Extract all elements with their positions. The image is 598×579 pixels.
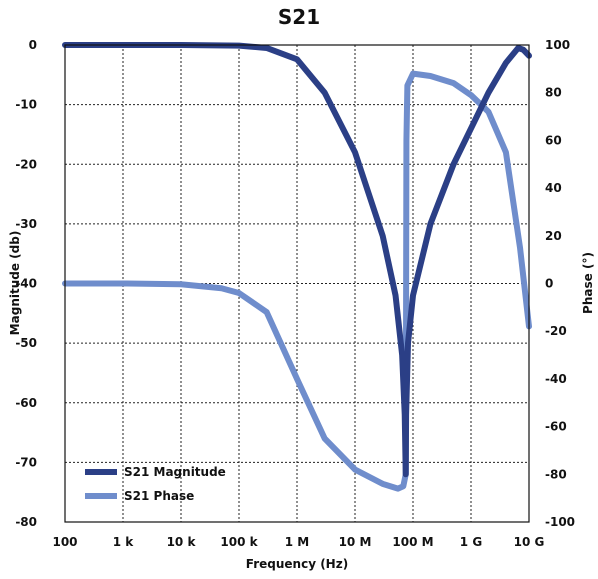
plot-series: [62, 42, 532, 492]
x-tick-label: 10 M: [339, 535, 372, 549]
x-tick-label: 10 k: [167, 535, 197, 549]
x-tick-label: 1 k: [113, 535, 135, 549]
y2-tick-label: 0: [545, 277, 553, 291]
x-tick-label: 100 k: [220, 535, 258, 549]
y-tick-label: -10: [15, 98, 37, 112]
legend-label: S21 Phase: [124, 489, 194, 503]
y2-tick-label: -20: [545, 324, 567, 338]
chart-title: S21: [278, 5, 320, 29]
y-tick-label: -20: [15, 157, 37, 171]
x-axis-label: Frequency (Hz): [246, 557, 348, 571]
x-tick-label: 1 M: [285, 535, 309, 549]
x-tick-label: 100: [52, 535, 77, 549]
y-axis-ticks: 0 -10 -20 -30 -40 -50 -60 -70 -80: [15, 38, 37, 529]
y2-tick-label: -100: [545, 515, 575, 529]
y-tick-label: -70: [15, 455, 37, 469]
y2-tick-label: 100: [545, 38, 570, 52]
legend-label: S21 Magnitude: [124, 465, 226, 479]
x-tick-label: 1 G: [460, 535, 482, 549]
x-tick-label: 10 G: [514, 535, 545, 549]
series-line-s21-magnitude: [62, 42, 532, 478]
y-tick-label: 0: [29, 38, 37, 52]
series-line-s21-phase: [62, 70, 532, 492]
y2-tick-label: -80: [545, 467, 567, 481]
x-axis-ticks: 100 1 k 10 k 100 k 1 M 10 M 100 M 1 G 10 G: [52, 535, 544, 549]
plot-frame: [64, 44, 530, 523]
y-tick-label: -60: [15, 396, 37, 410]
y2-tick-label: 80: [545, 86, 562, 100]
x-tick-label: 100 M: [392, 535, 433, 549]
legend: S21 Magnitude S21 Phase: [85, 465, 226, 503]
y2-axis-label: Phase (°): [581, 252, 595, 314]
y2-tick-label: 40: [545, 181, 562, 195]
y-tick-label: -80: [15, 515, 37, 529]
y2-tick-label: 60: [545, 133, 562, 147]
y-tick-label: -30: [15, 217, 37, 231]
y2-axis-ticks: 100 80 60 40 20 0 -20 -40 -60 -80 -100: [545, 38, 575, 529]
y2-tick-label: -60: [545, 420, 567, 434]
y2-tick-label: 20: [545, 229, 562, 243]
y-axis-label: Magnitude (db): [8, 231, 22, 336]
y2-tick-label: -40: [545, 372, 567, 386]
y-tick-label: -50: [15, 336, 37, 350]
y-tick-label: -40: [15, 277, 37, 291]
